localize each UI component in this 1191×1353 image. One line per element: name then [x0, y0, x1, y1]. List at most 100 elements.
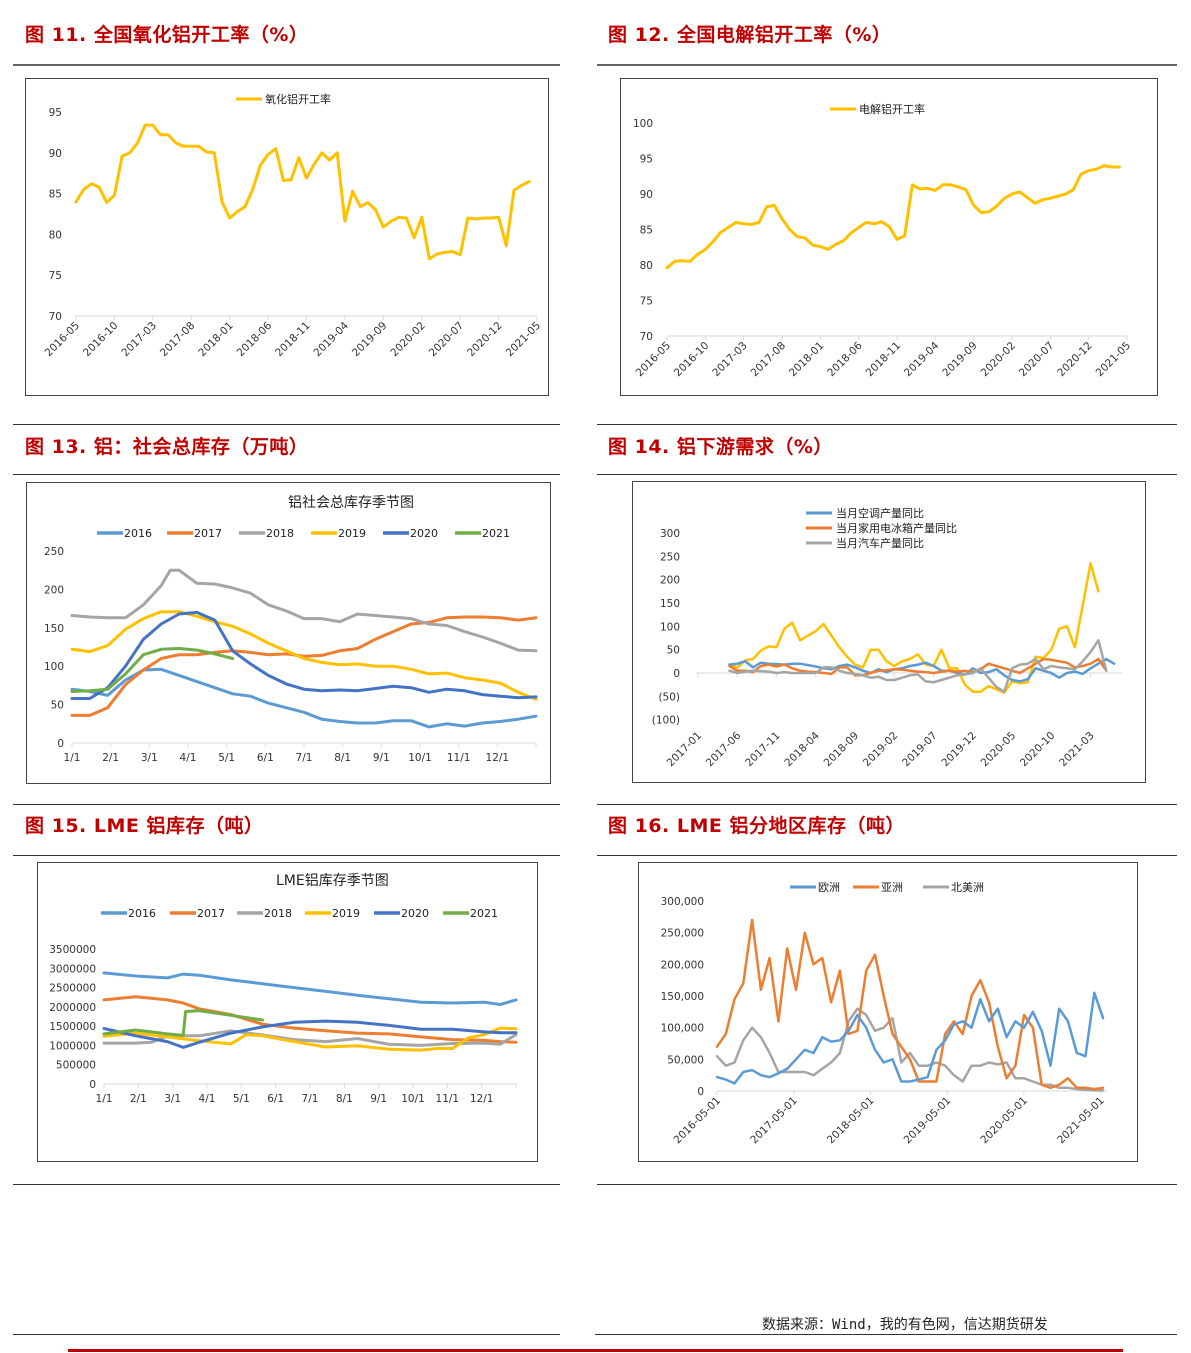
x-tick-label: 7/1	[302, 1093, 319, 1105]
separator-line	[597, 1184, 1177, 1185]
x-tick-label: 2020-12	[1055, 340, 1095, 380]
x-tick-label: 10/1	[401, 1093, 425, 1105]
y-tick-label: 85	[49, 189, 62, 201]
x-tick-label: 2019-09	[350, 320, 390, 360]
x-tick-label: 2021-05	[504, 320, 544, 360]
x-tick-label: 2017-05-01	[748, 1095, 800, 1147]
x-tick-label: 2016-05	[43, 320, 83, 360]
series-line-当月空调产量同比	[728, 657, 1116, 683]
y-tick-label: 0	[89, 1079, 96, 1091]
legend-label: 氧化铝开工率	[265, 92, 331, 106]
x-tick-label: 2018-11	[864, 340, 904, 380]
x-tick-label: 2017-08	[158, 320, 198, 360]
y-tick-label: 90	[640, 189, 653, 201]
x-tick-label: 2020-10	[1018, 730, 1058, 770]
y-tick-label: 250,000	[661, 928, 704, 940]
x-tick-label: 2019-12	[939, 730, 979, 770]
legend-label: 亚洲	[881, 881, 903, 894]
x-tick-label: 9/1	[373, 752, 390, 764]
x-tick-label: 2019-05-01	[902, 1095, 954, 1147]
series-line-unlabeled	[728, 562, 1100, 694]
y-tick-label: 2500000	[49, 983, 96, 995]
chart-title: LME铝库存季节图	[276, 873, 389, 889]
x-tick-label: 9/1	[370, 1093, 387, 1105]
separator-line	[595, 1334, 1177, 1335]
y-tick-label: 300,000	[661, 896, 704, 908]
y-tick-label: 100,000	[661, 1023, 704, 1035]
x-tick-label: 2017-11	[743, 730, 783, 770]
legend-label: 2018	[266, 527, 294, 540]
data-source-note: 数据来源：Wind，我的有色网，信达期货研发	[762, 1317, 1048, 1333]
x-tick-label: 2019-04	[902, 339, 942, 379]
separator-line	[597, 804, 1177, 805]
x-tick-label: 2021-03	[1057, 730, 1097, 770]
x-tick-label: 12/1	[470, 1093, 494, 1105]
legend-label: 2016	[128, 907, 156, 920]
y-tick-label: 3500000	[49, 944, 96, 956]
figure-16-title: 图 16. LME 铝分地区库存（吨）	[608, 815, 905, 837]
legend-label: 欧洲	[818, 881, 840, 894]
figure-12-title: 图 12. 全国电解铝开工率（%）	[608, 24, 892, 46]
x-tick-label: 2019-04	[312, 319, 352, 359]
y-tick-label: 70	[49, 311, 62, 323]
legend-label: 2021	[482, 527, 510, 540]
chart-14-frame	[632, 481, 1146, 783]
series-line-2017	[102, 995, 518, 1044]
x-tick-label: 4/1	[180, 752, 197, 764]
series-line-电解铝开工率	[665, 164, 1121, 270]
y-tick-label: 1000000	[49, 1040, 96, 1052]
x-tick-label: 2017-03	[119, 320, 159, 360]
x-tick-label: 2020-05-01	[978, 1095, 1030, 1147]
series-line-2019	[102, 1026, 518, 1052]
y-tick-label: 3000000	[49, 963, 96, 975]
x-tick-label: 1/1	[96, 1093, 113, 1105]
legend-label: 2018	[264, 907, 292, 920]
y-tick-label: 150	[660, 598, 680, 610]
x-tick-label: 7/1	[296, 752, 313, 764]
y-tick-label: 250	[660, 551, 680, 563]
legend-label: 2019	[338, 527, 366, 540]
series-line-氧化铝开工率	[74, 123, 531, 261]
y-tick-label: (50)	[658, 691, 680, 703]
separator-line	[13, 474, 560, 475]
y-tick-label: 300	[660, 528, 680, 540]
x-tick-label: 2016-05	[634, 340, 674, 380]
x-tick-label: 5/1	[218, 752, 235, 764]
legend-label: 2021	[470, 907, 498, 920]
figure-14-title: 图 14. 铝下游需求（%）	[608, 436, 833, 458]
x-tick-label: 8/1	[334, 752, 351, 764]
y-tick-label: 100	[633, 118, 653, 130]
x-tick-label: 2017-03	[710, 340, 750, 380]
x-tick-label: 6/1	[267, 1093, 284, 1105]
x-tick-label: 3/1	[164, 1093, 181, 1105]
separator-line	[13, 424, 560, 425]
x-tick-label: 2018-06	[825, 339, 865, 379]
x-tick-label: 2020-07	[1017, 340, 1057, 380]
separator-line	[13, 64, 560, 66]
y-tick-label: 200	[44, 584, 64, 596]
x-tick-label: 2020-07	[427, 320, 467, 360]
legend-label: 2020	[410, 527, 438, 540]
x-tick-label: 2019-07	[900, 730, 940, 770]
x-tick-label: 2018-06	[235, 319, 275, 359]
legend-label: 当月家用电冰箱产量同比	[836, 521, 957, 535]
x-tick-label: 2018-01	[196, 320, 236, 360]
y-tick-label: 50	[667, 645, 680, 657]
y-tick-label: 95	[640, 154, 653, 166]
x-tick-label: 2020-02	[388, 320, 428, 360]
separator-line	[13, 804, 560, 805]
x-tick-label: 2/1	[102, 752, 119, 764]
x-tick-label: 8/1	[336, 1093, 353, 1105]
series-line-2020	[102, 1019, 518, 1049]
x-tick-label: 2016-10	[672, 340, 712, 380]
x-tick-label: 2020-05	[979, 730, 1019, 770]
y-tick-label: 70	[640, 331, 653, 343]
legend-label: 电解铝开工率	[859, 102, 925, 116]
x-tick-label: 4/1	[199, 1093, 216, 1105]
separator-line	[13, 1334, 560, 1335]
y-tick-label: 500000	[56, 1060, 96, 1072]
legend-label: 北美洲	[951, 881, 984, 894]
separator-line	[597, 424, 1177, 425]
x-tick-label: 2018-04	[782, 729, 822, 769]
